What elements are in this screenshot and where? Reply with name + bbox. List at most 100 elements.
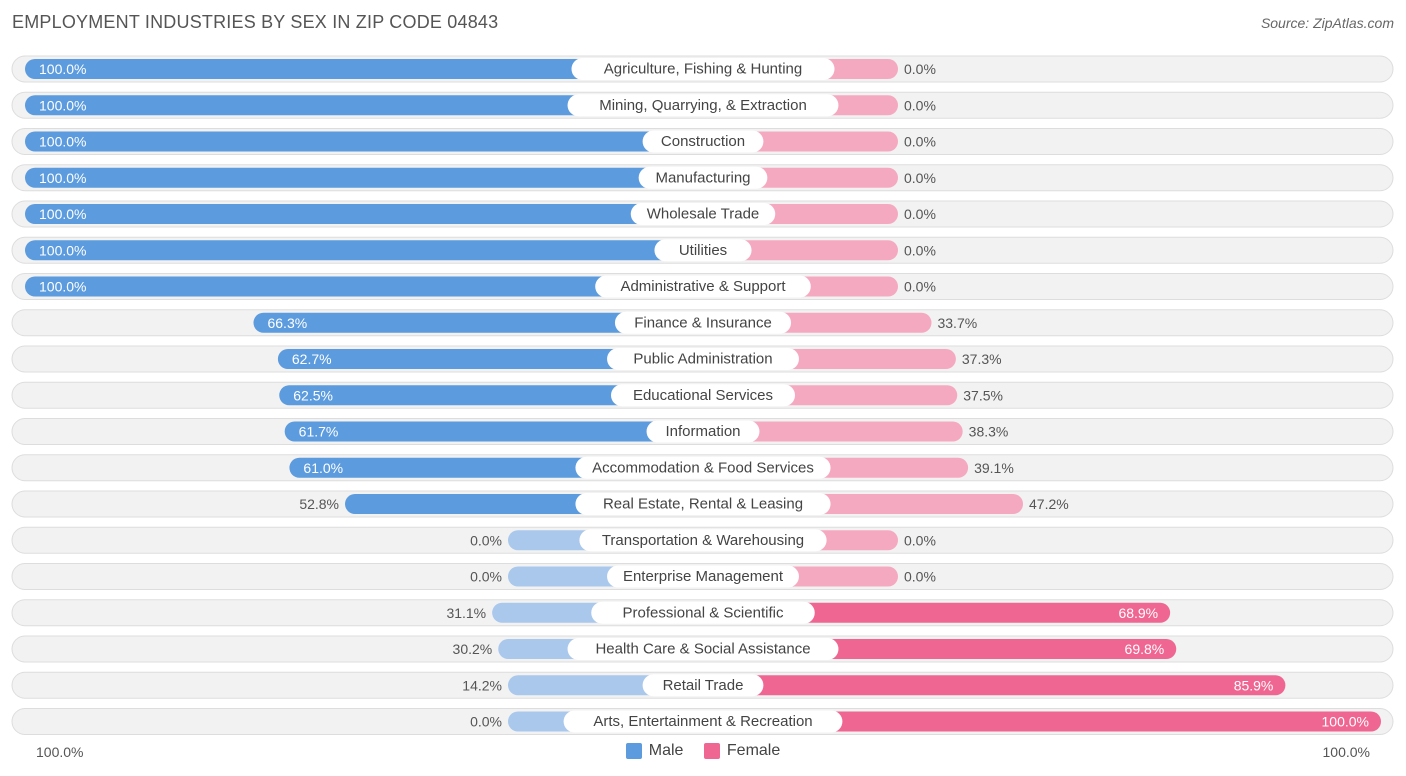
male-value-label: 100.0% — [39, 279, 86, 295]
source-label: Source: ZipAtlas.com — [1260, 15, 1394, 31]
category-label: Utilities — [679, 242, 727, 259]
category-label-bg — [563, 710, 843, 733]
category-label: Administrative & Support — [620, 278, 786, 295]
category-label: Public Administration — [633, 351, 772, 368]
male-value-label: 62.5% — [293, 387, 333, 403]
category-label-bg — [575, 456, 831, 479]
female-value-label: 0.0% — [904, 569, 936, 585]
category-label-bg — [642, 674, 764, 697]
legend-female[interactable]: Female — [703, 742, 781, 760]
female-value-label: 0.0% — [904, 279, 936, 295]
chart-area: Agriculture, Fishing & Hunting 100.0% 0.0%… — [11, 55, 1394, 735]
axis-left-label: 100.0% — [36, 744, 84, 760]
female-value-label: 100.0% — [1322, 714, 1369, 730]
male-bar — [279, 385, 703, 406]
male-value-label: 61.7% — [299, 424, 339, 440]
male-bar — [25, 204, 703, 224]
category-label: Enterprise Management — [623, 568, 784, 585]
female-value-label: 37.3% — [962, 351, 1002, 367]
male-value-label: 62.7% — [292, 351, 332, 367]
female-bar — [703, 240, 898, 261]
female-value-label: 33.7% — [937, 315, 977, 331]
female-value-label: 0.0% — [904, 206, 936, 222]
female-value-label: 85.9% — [1234, 677, 1274, 693]
legend-male[interactable]: Male — [625, 742, 684, 760]
category-label: Health Care & Social Assistance — [595, 641, 810, 658]
male-value-label: 61.0% — [303, 460, 343, 476]
category-label: Agriculture, Fishing & Hunting — [604, 61, 802, 78]
female-value-label: 0.0% — [904, 97, 936, 113]
female-value-label: 69.8% — [1125, 641, 1165, 657]
female-value-label: 37.5% — [963, 387, 1003, 403]
female-bar — [703, 675, 1286, 696]
female-value-label: 0.0% — [904, 170, 936, 186]
male-bar — [25, 59, 703, 79]
male-value-label: 31.1% — [446, 605, 486, 621]
category-label-bg — [579, 529, 827, 552]
axis-right-label: 100.0% — [1322, 744, 1370, 760]
category-label-bg — [567, 638, 839, 660]
category-label-bg — [646, 420, 760, 443]
category-label-bg — [607, 565, 799, 588]
chart-title: EMPLOYMENT INDUSTRIES BY SEX IN ZIP CODE… — [12, 12, 499, 32]
category-label: Arts, Entertainment & Recreation — [593, 713, 812, 730]
female-value-label: 0.0% — [904, 134, 936, 150]
female-value-label: 68.9% — [1118, 605, 1158, 621]
male-value-label: 0.0% — [470, 569, 502, 585]
category-label: Construction — [661, 133, 745, 150]
category-label-bg — [567, 94, 839, 117]
male-bar — [25, 95, 703, 116]
female-value-label: 0.0% — [904, 61, 936, 77]
category-label-bg — [575, 493, 831, 515]
category-label-bg — [654, 239, 752, 262]
category-label-bg — [642, 130, 764, 153]
male-value-label: 52.8% — [299, 496, 339, 512]
category-label-bg — [607, 348, 799, 370]
category-label-bg — [591, 601, 815, 624]
male-bar — [284, 421, 703, 442]
category-label: Retail Trade — [663, 677, 744, 694]
male-value-label: 0.0% — [470, 532, 502, 548]
legend: Male Female — [0, 742, 1406, 764]
male-bar — [25, 240, 703, 261]
male-value-label: 66.3% — [267, 315, 307, 331]
category-label-bg — [638, 166, 768, 189]
male-value-label: 100.0% — [39, 97, 86, 113]
male-bar — [25, 167, 703, 188]
legend-male-label: Male — [648, 742, 684, 759]
category-label: Information — [665, 423, 740, 440]
male-value-label: 100.0% — [39, 61, 86, 77]
male-bar — [25, 276, 703, 297]
legend-male-swatch — [625, 743, 642, 759]
category-label-bg — [630, 203, 776, 225]
female-bar — [703, 602, 1171, 623]
male-bar — [253, 312, 703, 333]
male-value-label: 14.2% — [462, 677, 502, 693]
category-label: Manufacturing — [655, 169, 750, 186]
category-label: Finance & Insurance — [634, 314, 772, 331]
category-label-bg — [571, 58, 835, 80]
male-value-label: 0.0% — [470, 714, 502, 730]
male-value-label: 100.0% — [39, 170, 86, 186]
female-value-label: 0.0% — [904, 242, 936, 258]
category-label: Real Estate, Rental & Leasing — [603, 496, 803, 513]
legend-female-label: Female — [726, 742, 781, 759]
male-value-label: 30.2% — [453, 641, 493, 657]
legend-female-swatch — [703, 743, 720, 759]
male-value-label: 100.0% — [39, 206, 86, 222]
category-label-bg — [611, 384, 795, 407]
female-value-label: 47.2% — [1029, 496, 1069, 512]
category-label: Transportation & Warehousing — [602, 532, 804, 549]
male-value-label: 100.0% — [39, 242, 86, 258]
category-label-bg — [595, 275, 811, 298]
category-label: Professional & Scientific — [623, 604, 784, 621]
category-label: Mining, Quarrying, & Extraction — [599, 97, 807, 114]
category-label-bg — [614, 311, 792, 334]
male-bar — [25, 131, 703, 152]
category-label: Educational Services — [633, 387, 773, 404]
female-value-label: 0.0% — [904, 532, 936, 548]
female-bar — [703, 711, 1381, 732]
category-label: Accommodation & Food Services — [592, 459, 814, 476]
female-value-label: 39.1% — [974, 460, 1014, 476]
category-label: Wholesale Trade — [647, 206, 760, 223]
